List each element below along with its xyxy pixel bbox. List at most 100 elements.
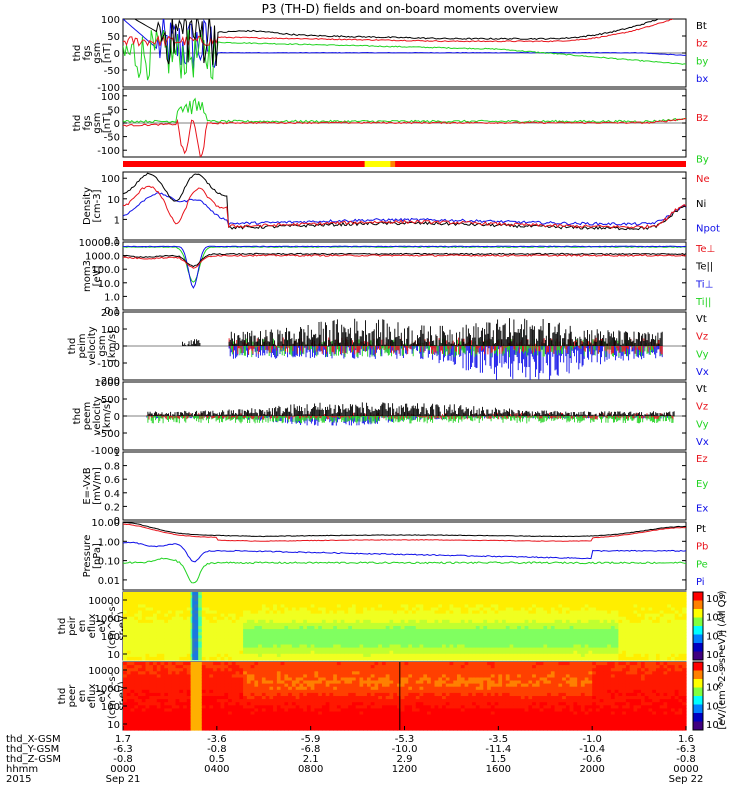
heatmap-cell — [141, 723, 147, 728]
heatmap-cell — [213, 683, 218, 688]
heatmap-cell — [280, 702, 285, 706]
heatmap-cell — [348, 683, 353, 688]
legend-entry: Te⊥ — [695, 244, 715, 255]
heatmap-cell — [224, 668, 229, 672]
heatmap-cell — [235, 650, 240, 655]
heatmap-cell — [164, 626, 169, 630]
heatmap-cell — [280, 714, 285, 719]
heatmap-cell — [168, 656, 173, 661]
heatmap-cell — [134, 714, 139, 719]
heatmap-cell — [209, 708, 214, 713]
heatmap-cell — [280, 656, 285, 661]
heatmap-cell — [490, 626, 496, 630]
heatmap-cell — [168, 708, 173, 713]
heatmap-cell — [265, 592, 270, 596]
heatmap-cell — [359, 665, 364, 669]
heatmap-cell — [224, 705, 229, 709]
heatmap-cell — [565, 601, 571, 605]
heatmap-cell — [310, 723, 316, 728]
heatmap-cell — [291, 699, 297, 703]
heatmap-cell — [610, 647, 616, 652]
heatmap-cell — [258, 653, 263, 658]
heatmap-cell — [517, 635, 522, 639]
heatmap-cell — [622, 629, 627, 633]
heatmap-cell — [314, 598, 319, 602]
heatmap-cell — [652, 644, 657, 649]
heatmap-cell — [625, 632, 631, 636]
heatmap-cell — [430, 592, 436, 596]
heatmap-cell — [524, 644, 529, 649]
heatmap-cell — [291, 644, 297, 649]
heatmap-cell — [550, 635, 556, 639]
heatmap-cell — [228, 668, 233, 672]
heatmap-cell — [393, 656, 398, 661]
heatmap-cell — [216, 662, 222, 666]
heatmap-cell — [153, 692, 158, 697]
heatmap-cell — [389, 647, 394, 652]
heatmap-cell — [254, 696, 259, 700]
heatmap-cell — [359, 686, 364, 691]
heatmap-cell — [201, 702, 207, 706]
heatmap-cell — [209, 680, 214, 685]
region-bar-segment — [364, 161, 391, 167]
heatmap-cell — [543, 641, 548, 646]
heatmap-cell — [453, 638, 458, 643]
heatmap-cell — [280, 726, 285, 731]
heatmap-cell — [190, 705, 195, 709]
heatmap-cell — [625, 595, 631, 599]
heatmap-cell — [404, 604, 409, 609]
heatmap-cell — [321, 699, 327, 703]
heatmap-cell — [674, 632, 680, 636]
heatmap-cell — [419, 616, 424, 621]
heatmap-cell — [190, 677, 195, 682]
heatmap-cell — [213, 656, 218, 661]
heatmap-cell — [194, 714, 199, 719]
heatmap-cell — [468, 641, 473, 646]
heatmap-cell — [445, 619, 451, 624]
heatmap-cell — [483, 632, 488, 636]
heatmap-cell — [299, 689, 304, 694]
heatmap-cell — [442, 647, 447, 652]
heatmap-cell — [149, 711, 154, 716]
heatmap-cell — [412, 626, 417, 630]
heatmap-cell — [228, 595, 233, 599]
heatmap-cell — [374, 641, 379, 646]
heatmap-cell — [599, 607, 605, 612]
legend-entry: Bz — [696, 113, 708, 124]
heatmap-cell — [130, 711, 135, 716]
heatmap-cell — [149, 665, 154, 669]
heatmap-cell — [528, 610, 533, 615]
heatmap-cell — [265, 629, 270, 633]
heatmap-cell — [321, 622, 327, 627]
heatmap-cell — [400, 656, 406, 661]
heatmap-cell — [367, 656, 372, 661]
heatmap-cell — [682, 656, 687, 661]
heatmap-cell — [671, 629, 676, 633]
heatmap-cell — [138, 717, 143, 722]
heatmap-cell — [318, 705, 323, 709]
heatmap-cell — [220, 726, 225, 731]
heatmap-cell — [141, 699, 147, 703]
heatmap-cell — [385, 653, 391, 658]
y-axis-label: peir — [67, 615, 78, 635]
heatmap-cell — [539, 644, 544, 649]
heatmap-cell — [378, 641, 383, 646]
heatmap-cell — [141, 717, 147, 722]
heatmap-cell — [209, 616, 214, 621]
heatmap-cell — [370, 610, 376, 615]
heatmap-cell — [179, 668, 184, 672]
heatmap-cell — [663, 653, 668, 658]
heatmap-cell — [498, 613, 503, 618]
heatmap-cell — [663, 638, 668, 643]
heatmap-cell — [397, 635, 402, 639]
heatmap-cell — [209, 607, 214, 612]
heatmap-cell — [321, 702, 327, 706]
heatmap-cell — [532, 641, 537, 646]
heatmap-cell — [224, 607, 229, 612]
heatmap-cell — [130, 650, 135, 655]
heatmap-cell — [442, 598, 447, 602]
heatmap-cell — [532, 629, 537, 633]
heatmap-cell — [310, 720, 316, 725]
heatmap-cell — [363, 726, 368, 731]
heatmap-cell — [318, 683, 323, 688]
